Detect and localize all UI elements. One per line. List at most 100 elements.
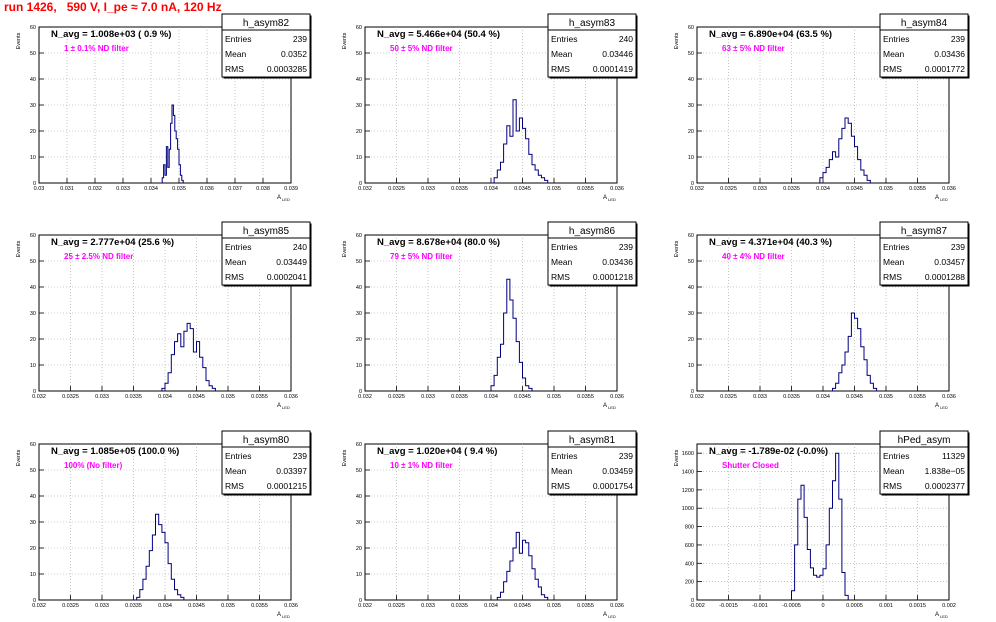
stats-label-rms: RMS [883, 64, 902, 74]
y-tick-label: 0 [33, 389, 36, 395]
x-tick-label: 0.032 [690, 186, 704, 192]
y-tick-label: 20 [356, 129, 362, 135]
stats-value-entries: 11329 [942, 451, 965, 461]
y-tick-label: 30 [30, 311, 36, 317]
y-tick-label: 50 [30, 51, 36, 57]
x-tick-label: 0.0335 [783, 394, 800, 400]
y-tick-label: 20 [356, 337, 362, 343]
y-tick-label: 40 [30, 285, 36, 291]
x-tick-label: 0.033 [421, 394, 435, 400]
stats-value-entries: 240 [619, 34, 633, 44]
y-tick-label: 40 [688, 285, 694, 291]
histogram-panel-h_asym85: 0.032 0.0325 0.033 0.0335 0.034 0.0345 0.035 0.… [16, 221, 312, 410]
histogram-name: h_asym83 [569, 18, 616, 29]
x-tick-label: 0.035 [547, 186, 561, 192]
histogram-panel-h_asym86: 0.032 0.0325 0.033 0.0335 0.034 0.0345 0.035 0.… [342, 221, 638, 410]
histogram-line [490, 278, 533, 391]
stats-label-mean: Mean [883, 466, 905, 476]
stats-label-entries: Entries [225, 242, 251, 252]
y-tick-label: 10 [30, 155, 36, 161]
stats-value-mean: 0.03446 [602, 49, 633, 59]
histogram-name: h_asym80 [243, 435, 290, 446]
stats-label-mean: Mean [883, 257, 905, 267]
y-tick-label: 30 [30, 520, 36, 526]
y-tick-label: 10 [356, 572, 362, 578]
stats-box [547, 13, 637, 78]
y-tick-label: 0 [691, 598, 694, 604]
stats-box [221, 221, 311, 286]
stats-value-rms: 0.0003285 [267, 64, 307, 74]
stats-label-entries: Entries [225, 34, 251, 44]
stats-value-entries: 239 [619, 242, 633, 252]
y-tick-label: 0 [359, 389, 362, 395]
y-tick-label: 60 [688, 25, 694, 31]
x-tick-label: 0.036 [200, 186, 214, 192]
y-tick-label: 60 [356, 442, 362, 448]
x-tick-label: 0.0015 [909, 603, 926, 609]
x-tick-label: 0.0335 [125, 603, 142, 609]
histogram-line [161, 322, 216, 391]
x-axis-label-subscript: LED [940, 614, 948, 619]
stats-label-entries: Entries [883, 242, 909, 252]
x-axis-label: A [603, 612, 607, 618]
x-tick-label: 0.039 [284, 186, 298, 192]
x-tick-label: 0.0355 [909, 394, 926, 400]
y-tick-label: 30 [356, 520, 362, 526]
x-tick-label: 0.0345 [188, 394, 205, 400]
x-tick-label: 0.0345 [846, 186, 863, 192]
x-tick-label: 0.037 [228, 186, 242, 192]
stats-label-rms: RMS [883, 481, 902, 491]
filter-note: 25 ± 2.5% ND filter [64, 252, 133, 261]
x-tick-label: 0.033 [753, 186, 767, 192]
x-tick-label: 0.035 [547, 603, 561, 609]
y-tick-label: 10 [356, 155, 362, 161]
y-tick-label: 0 [359, 181, 362, 187]
y-tick-label: 10 [688, 363, 694, 369]
y-tick-label: 60 [356, 233, 362, 239]
run-title: run 1426, 590 V, I_pe ≈ 7.0 nA, 120 Hz [4, 0, 222, 14]
x-tick-label: 0.0355 [251, 394, 268, 400]
n-avg-label: N_avg = 8.678e+04 (80.0 %) [377, 237, 500, 248]
x-tick-label: 0.034 [484, 186, 498, 192]
y-tick-label: 50 [356, 468, 362, 474]
y-tick-label: 30 [356, 311, 362, 317]
x-tick-label: 0.036 [942, 394, 956, 400]
y-axis-label: Events [16, 449, 22, 466]
stats-value-rms: 0.0002377 [925, 481, 965, 491]
histogram-panel-h_asym80: 0.032 0.0325 0.033 0.0335 0.034 0.0345 0.035 0.… [16, 430, 312, 619]
y-tick-label: 20 [30, 337, 36, 343]
n-avg-label: N_avg = 6.890e+04 (63.5 %) [709, 29, 832, 40]
x-axis-label-subscript: LED [282, 614, 290, 619]
stats-box [547, 221, 637, 286]
x-tick-label: 0.032 [690, 394, 704, 400]
x-tick-label: 0.0325 [388, 603, 405, 609]
histogram-name: hPed_asym [898, 435, 951, 446]
y-tick-label: 60 [30, 233, 36, 239]
y-tick-label: 40 [356, 494, 362, 500]
x-tick-label: 0.0335 [451, 186, 468, 192]
x-tick-label: 0.001 [879, 603, 893, 609]
x-tick-label: 0.032 [32, 603, 46, 609]
stats-value-rms: 0.0001754 [593, 481, 633, 491]
y-tick-label: 50 [356, 259, 362, 265]
y-tick-label: 20 [30, 546, 36, 552]
filter-note: 40 ± 4% ND filter [722, 252, 785, 261]
y-tick-label: 1200 [682, 488, 694, 494]
stats-value-mean: 0.0352 [281, 49, 307, 59]
x-tick-label: 0.0325 [388, 186, 405, 192]
stats-value-mean: 0.03436 [934, 49, 965, 59]
stats-value-mean: 0.03459 [602, 466, 633, 476]
stats-value-mean: 0.03397 [276, 466, 307, 476]
y-tick-label: 1400 [682, 470, 694, 476]
y-axis-label: Events [16, 240, 22, 257]
x-tick-label: 0.03 [34, 186, 45, 192]
x-axis-label: A [935, 195, 939, 201]
x-tick-label: 0.035 [221, 394, 235, 400]
x-tick-label: 0.034 [484, 603, 498, 609]
y-tick-label: 600 [685, 543, 694, 549]
x-tick-label: -0.001 [752, 603, 768, 609]
stats-box [221, 13, 311, 78]
x-tick-label: 0.036 [284, 394, 298, 400]
x-tick-label: 0.0005 [846, 603, 863, 609]
stats-label-entries: Entries [551, 34, 577, 44]
